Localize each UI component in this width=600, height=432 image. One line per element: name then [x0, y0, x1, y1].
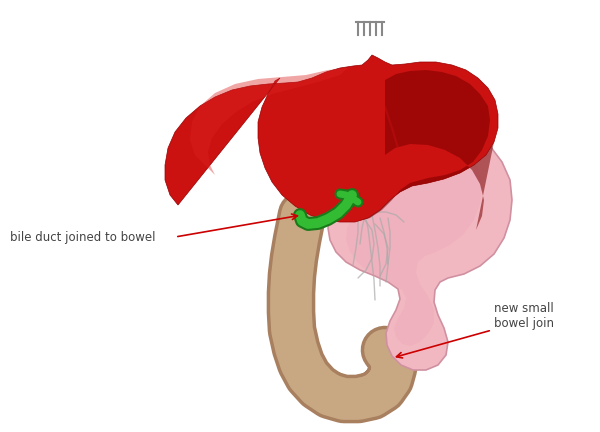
- Polygon shape: [346, 138, 482, 346]
- Text: new small
bowel join: new small bowel join: [494, 302, 554, 330]
- Polygon shape: [355, 70, 494, 230]
- Text: bile duct joined to bowel: bile duct joined to bowel: [10, 231, 155, 244]
- Polygon shape: [190, 68, 348, 175]
- Polygon shape: [165, 55, 498, 222]
- Polygon shape: [328, 128, 512, 370]
